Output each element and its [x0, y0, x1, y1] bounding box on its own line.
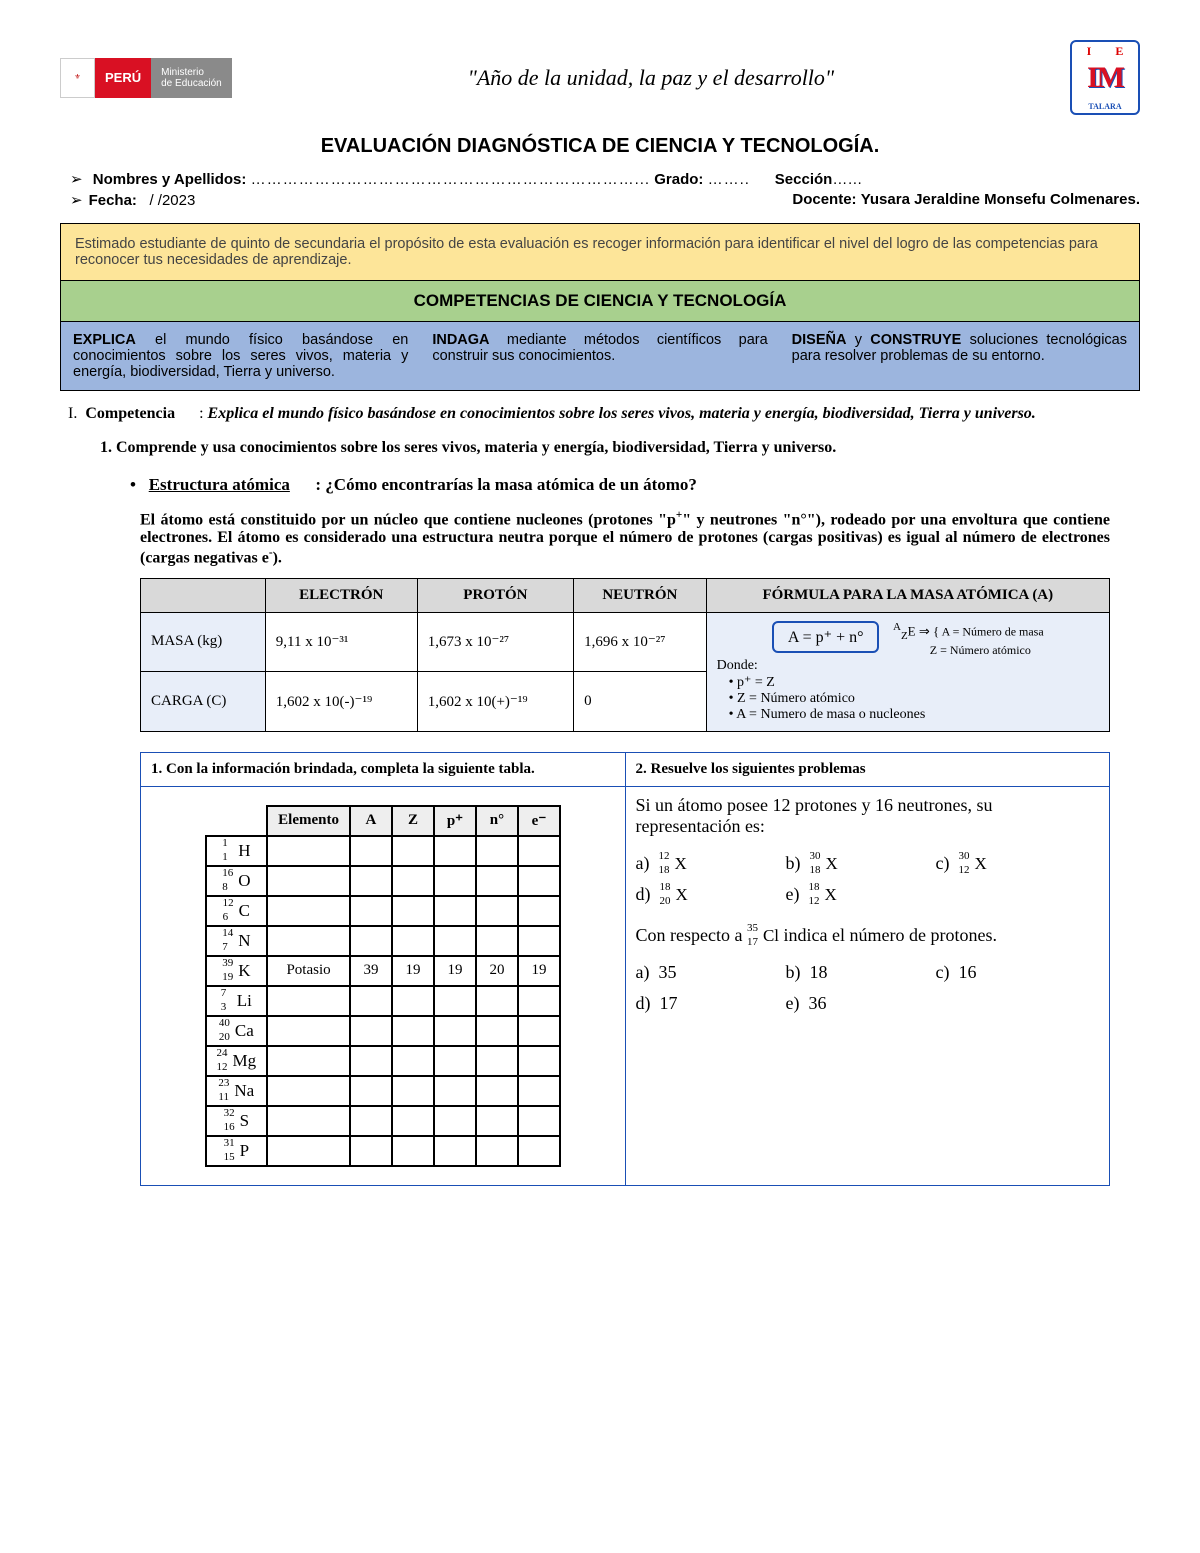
competency-2: INDAGA mediante métodos científicos para…: [420, 322, 779, 390]
header: ⚜ PERÚ Ministerio de Educación "Año de l…: [60, 40, 1140, 115]
shield-icon: ⚜: [60, 58, 95, 98]
problem-2: Con respecto a 3517Cl indica el número d…: [636, 925, 1100, 946]
peru-label: PERÚ: [95, 58, 151, 98]
formula-box: A = p⁺ + n°: [772, 621, 880, 653]
particles-table: ELECTRÓN PROTÓN NEUTRÓN FÓRMULA PARA LA …: [140, 578, 1110, 732]
competency-3: DISEÑA y CONSTRUYE soluciones tecnológic…: [780, 322, 1139, 390]
date-teacher: ➢Fecha: / /2023 Docente: Yusara Jeraldin…: [70, 191, 1140, 209]
capacity-1: 1. Comprende y usa conocimientos sobre l…: [100, 439, 1140, 457]
problem-1: Si un átomo posee 12 protones y 16 neutr…: [636, 795, 1100, 837]
page-title: EVALUACIÓN DIAGNÓSTICA DE CIENCIA Y TECN…: [60, 135, 1140, 158]
competencies-row: EXPLICA el mundo físico basándose en con…: [60, 322, 1140, 391]
competency-line: I. Competencia : Explica el mundo físico…: [68, 405, 1140, 423]
competency-1: EXPLICA el mundo físico basándose en con…: [61, 322, 420, 390]
exercise-1-body: ElementoAZp⁺n°e⁻ 11H168O126C147N3919KPot…: [141, 786, 626, 1185]
elements-table: ElementoAZp⁺n°e⁻ 11H168O126C147N3919KPot…: [205, 805, 561, 1167]
options-1: a) 1218Xb) 3018Xc) 3012Xd) 1820Xe) 1812X: [636, 853, 1100, 905]
atom-paragraph: El átomo está constituido por un núcleo …: [140, 509, 1110, 568]
competencies-header: COMPETENCIAS DE CIENCIA Y TECNOLOGÍA: [60, 281, 1140, 322]
peru-logo: ⚜ PERÚ Ministerio de Educación: [60, 58, 232, 98]
motto: "Año de la unidad, la paz y el desarroll…: [468, 65, 835, 91]
exercise-2-body: Si un átomo posee 12 protones y 16 neutr…: [625, 786, 1110, 1185]
exercise-2-head: 2. Resuelve los siguientes problemas: [625, 752, 1110, 786]
exercise-1-head: 1. Con la información brindada, completa…: [141, 752, 626, 786]
exercise-table: 1. Con la información brindada, completa…: [140, 752, 1110, 1186]
school-logo: IE IM TALARA: [1070, 40, 1140, 115]
purpose-box: Estimado estudiante de quinto de secunda…: [60, 223, 1140, 281]
options-2: a) 35b) 18c) 16d) 17e) 36: [636, 962, 1100, 1014]
ministry-label: Ministerio de Educación: [151, 58, 232, 98]
topic-bullet: • Estructura atómica : ¿Cómo encontraría…: [130, 475, 1140, 495]
student-info: ➢ Nombres y Apellidos: ………………………………………………: [70, 170, 1140, 188]
formula-legend: AZE ⇒ { A = Número de masa Z = Número at…: [893, 621, 1044, 658]
formula-cell: A = p⁺ + n° AZE ⇒ { A = Número de masa Z…: [706, 612, 1109, 731]
